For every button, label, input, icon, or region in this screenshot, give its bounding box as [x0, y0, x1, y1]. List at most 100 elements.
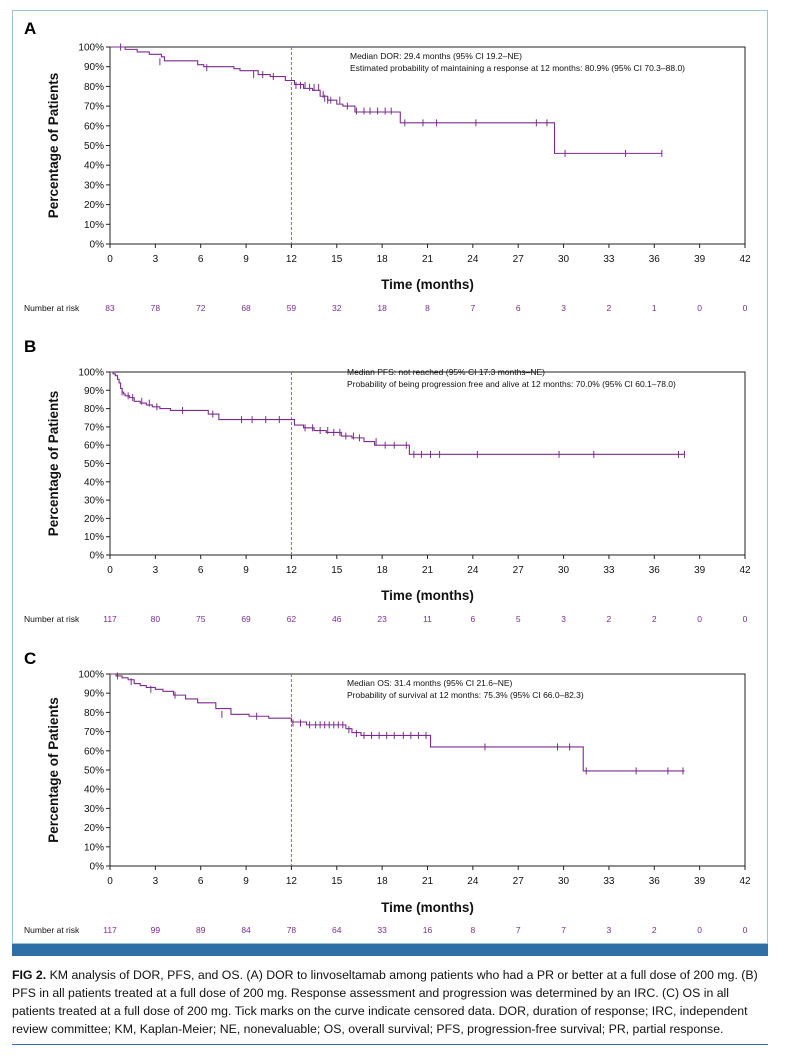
y-tick-label: 30% [84, 804, 104, 815]
at-risk-value: 0 [697, 925, 702, 935]
at-risk-value: 7 [516, 925, 521, 935]
at-risk-value: 32 [332, 303, 342, 313]
at-risk-value: 2 [607, 303, 612, 313]
x-tick-label: 33 [603, 565, 615, 576]
x-tick-label: 33 [603, 876, 615, 887]
x-tick-label: 15 [331, 876, 343, 887]
y-tick-label: 70% [84, 727, 104, 738]
annotation-text: Probability of being progression free an… [347, 379, 676, 389]
at-risk-value: 16 [423, 925, 433, 935]
annotation-text: Probability of survival at 12 months: 75… [347, 690, 584, 700]
x-tick-label: 21 [422, 876, 434, 887]
x-tick-label: 6 [198, 565, 204, 576]
x-tick-label: 36 [649, 254, 661, 265]
y-tick-label: 50% [84, 766, 104, 777]
x-tick-label: 24 [467, 565, 479, 576]
at-risk-value: 33 [377, 925, 387, 935]
plot-frame [109, 371, 746, 556]
y-tick-label: 90% [84, 386, 104, 397]
x-tick-label: 27 [513, 876, 525, 887]
figure-frame [12, 10, 768, 944]
x-tick-label: 27 [513, 254, 525, 265]
at-risk-value: 68 [241, 303, 251, 313]
x-tick-label: 18 [377, 254, 389, 265]
y-axis-title: Percentage of Patients [46, 697, 61, 843]
plot-frame [109, 46, 746, 245]
at-risk-value: 78 [151, 303, 161, 313]
x-tick-label: 30 [558, 254, 570, 265]
at-risk-value: 0 [743, 614, 748, 624]
number-at-risk-label: Number at risk [24, 925, 80, 935]
at-risk-value: 2 [652, 925, 657, 935]
at-risk-value: 80 [151, 614, 161, 624]
figure-caption: FIG 2. KM analysis of DOR, PFS, and OS. … [12, 966, 768, 1038]
caption-text: KM analysis of DOR, PFS, and OS. (A) DOR… [12, 968, 758, 1036]
panel-letter: A [24, 19, 36, 38]
x-tick-label: 39 [694, 876, 706, 887]
y-tick-label: 10% [84, 842, 104, 853]
number-at-risk-label: Number at risk [24, 614, 80, 624]
x-tick-label: 6 [198, 876, 204, 887]
y-tick-label: 20% [84, 514, 104, 525]
x-tick-label: 15 [331, 565, 343, 576]
y-tick-label: 40% [84, 785, 104, 796]
at-risk-value: 3 [561, 303, 566, 313]
y-tick-label: 30% [84, 180, 104, 191]
y-tick-label: 50% [84, 459, 104, 470]
y-tick-label: 100% [78, 670, 104, 681]
y-tick-label: 10% [84, 220, 104, 231]
x-tick-label: 30 [558, 565, 570, 576]
y-tick-label: 90% [84, 689, 104, 700]
x-tick-label: 0 [107, 876, 113, 887]
at-risk-value: 84 [241, 925, 251, 935]
y-tick-label: 0% [90, 240, 105, 251]
x-tick-label: 3 [153, 565, 159, 576]
x-tick-label: 39 [694, 254, 706, 265]
y-tick-label: 20% [84, 200, 104, 211]
at-risk-value: 6 [516, 303, 521, 313]
x-tick-label: 3 [153, 876, 159, 887]
annotation-text: Median DOR: 29.4 months (95% CI 19.2–NE) [350, 51, 522, 61]
x-tick-label: 3 [153, 254, 159, 265]
at-risk-value: 2 [652, 614, 657, 624]
y-tick-label: 10% [84, 532, 104, 543]
at-risk-value: 117 [103, 614, 117, 624]
x-tick-label: 9 [243, 254, 249, 265]
x-tick-label: 6 [198, 254, 204, 265]
panel-letter: B [24, 337, 36, 356]
x-tick-label: 42 [739, 565, 751, 576]
y-tick-label: 60% [84, 441, 104, 452]
number-at-risk-label: Number at risk [24, 303, 80, 313]
at-risk-value: 2 [607, 614, 612, 624]
at-risk-value: 8 [470, 925, 475, 935]
km-figure: A0%10%20%30%40%50%60%70%80%90%100%0 3 6 9 12… [24, 19, 751, 935]
at-risk-value: 117 [103, 925, 117, 935]
x-tick-label: 36 [649, 565, 661, 576]
km-curve [110, 371, 685, 455]
x-tick-label: 21 [422, 254, 434, 265]
caption-rule [12, 1044, 768, 1045]
at-risk-value: 5 [516, 614, 521, 624]
y-tick-label: 30% [84, 496, 104, 507]
at-risk-value: 7 [470, 303, 475, 313]
at-risk-value: 83 [105, 303, 115, 313]
y-tick-label: 70% [84, 102, 104, 113]
y-tick-label: 60% [84, 121, 104, 132]
at-risk-value: 89 [196, 925, 206, 935]
y-axis-title: Percentage of Patients [46, 73, 61, 219]
km-curve [110, 46, 662, 154]
x-tick-label: 9 [243, 565, 249, 576]
at-risk-value: 0 [743, 925, 748, 935]
y-tick-label: 100% [78, 368, 104, 379]
at-risk-value: 0 [697, 303, 702, 313]
x-tick-label: 24 [467, 876, 479, 887]
x-tick-label: 0 [107, 565, 113, 576]
at-risk-value: 3 [561, 614, 566, 624]
y-tick-label: 50% [84, 141, 104, 152]
y-axis-title: Percentage of Patients [46, 391, 61, 537]
panel-a-dor: A0%10%20%30%40%50%60%70%80%90%100%0 3 6 9 12… [24, 19, 751, 313]
x-tick-label: 12 [286, 565, 298, 576]
y-tick-label: 70% [84, 422, 104, 433]
x-tick-label: 39 [694, 565, 706, 576]
panel-c-os: C0%10%20%30%40%50%60%70%80%90%100%0 3 6 9 12… [24, 649, 751, 935]
